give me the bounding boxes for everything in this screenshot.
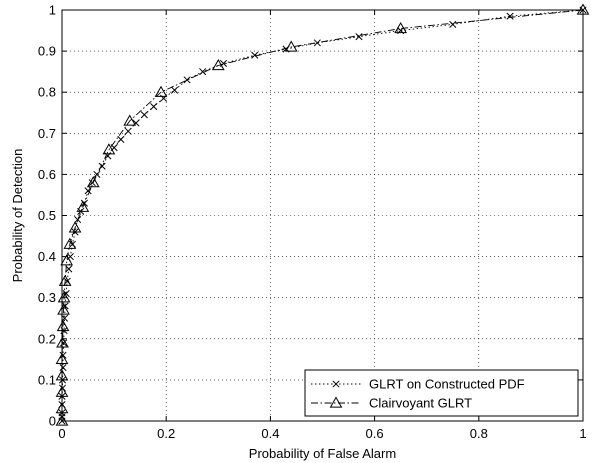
marker-stroke — [355, 33, 363, 41]
legend-marker-clairvoyant — [311, 396, 361, 408]
marker-stroke — [84, 187, 92, 195]
marker-stroke — [150, 103, 158, 111]
marker-stroke — [65, 265, 73, 273]
marker-stroke — [170, 86, 179, 94]
marker-stroke — [183, 76, 191, 84]
y-tick-label: 0.6 — [38, 167, 56, 182]
legend-label-glrt: GLRT on Constructed PDF — [369, 377, 525, 392]
data-point-x — [150, 103, 158, 111]
legend-label-clairvoyant: Clairvoyant GLRT — [369, 396, 472, 411]
data-point-x — [74, 216, 82, 224]
series-clairvoyant — [55, 3, 590, 426]
x-tick-label: 0 — [58, 426, 65, 441]
data-point-triangle — [60, 254, 74, 266]
y-tick-label: 0.8 — [38, 85, 56, 100]
marker-stroke — [313, 39, 321, 47]
data-point-triangle — [58, 274, 72, 286]
series-line — [61, 9, 584, 421]
marker-stroke — [449, 20, 457, 28]
data-point-triangle — [394, 21, 408, 34]
x-tick-label: 0.6 — [366, 426, 384, 441]
data-point-x — [84, 187, 92, 195]
y-tick-label: 0.9 — [38, 44, 56, 59]
marker-stroke — [93, 170, 101, 178]
data-point-x — [117, 135, 125, 144]
data-point-triangle — [211, 58, 225, 71]
x-tick-label: 0.2 — [157, 426, 175, 441]
legend-box — [304, 369, 579, 417]
data-point-triangle — [55, 414, 69, 426]
y-tick-label: 0.2 — [38, 331, 56, 346]
data-point-x — [140, 111, 148, 119]
data-point-triangle — [284, 40, 298, 52]
marker-stroke — [117, 135, 125, 144]
legend-marker-glrt — [311, 380, 361, 388]
data-point-x — [59, 364, 67, 372]
y-tick-label: 0.1 — [38, 372, 56, 387]
data-point-x — [61, 314, 69, 322]
marker-stroke — [60, 339, 68, 347]
data-point-triangle — [55, 385, 69, 397]
data-point-x — [313, 39, 321, 47]
data-point-triangle — [55, 402, 69, 414]
data-point-triangle — [86, 176, 100, 188]
data-point-triangle — [76, 200, 90, 212]
marker-stroke — [61, 314, 69, 322]
y-tick-label: 0.3 — [38, 290, 56, 305]
data-point-x — [124, 127, 132, 135]
legend-triangle-marker — [329, 396, 343, 408]
y-tick-label: 0.4 — [38, 249, 56, 264]
data-point-x — [61, 302, 69, 310]
legend: GLRT on Constructed PDF Clairvoyant GLRT — [304, 369, 579, 417]
marker-stroke — [506, 12, 514, 20]
marker-stroke — [124, 127, 132, 135]
data-point-x — [183, 76, 191, 84]
x-axis-title: Probability of False Alarm — [249, 446, 396, 461]
data-point-x — [449, 20, 457, 28]
y-tick-label: 0 — [49, 414, 56, 429]
data-point-triangle — [154, 85, 168, 97]
y-tick-label: 1 — [49, 3, 56, 18]
data-point-triangle — [68, 221, 82, 233]
data-point-triangle — [56, 319, 70, 332]
data-point-x — [93, 170, 101, 178]
x-tick-label: 0.8 — [470, 426, 488, 441]
x-tick-label: 0.4 — [261, 426, 279, 441]
data-point-triangle — [57, 303, 70, 315]
y-tick-label: 0.5 — [38, 208, 56, 223]
data-point-triangle — [55, 369, 69, 381]
marker-stroke — [74, 216, 82, 224]
marker-stroke — [332, 380, 340, 388]
data-point-triangle — [102, 143, 116, 155]
data-point-triangle — [57, 291, 71, 303]
data-point-triangle — [55, 352, 69, 364]
data-point-triangle — [56, 336, 69, 348]
data-point-triangle — [123, 114, 137, 126]
x-tick-label: 1 — [579, 426, 586, 441]
data-point-x — [251, 51, 259, 59]
data-series — [55, 3, 590, 426]
marker-stroke — [140, 111, 148, 119]
y-tick-label: 0.7 — [38, 126, 56, 141]
data-point-x — [355, 33, 363, 41]
data-point-triangle — [576, 3, 590, 15]
data-point-x — [506, 12, 514, 20]
data-point-x — [170, 86, 179, 94]
data-point-triangle — [63, 237, 77, 249]
y-tick-labels: 0 0.1 0.2 0.3 0.4 0.5 0.6 0.7 0.8 0.9 1 — [38, 3, 56, 429]
legend-x-marker — [332, 380, 340, 388]
marker-stroke — [251, 51, 259, 59]
marker-stroke — [59, 364, 67, 372]
y-axis-title: Probability of Detection — [10, 149, 25, 283]
x-tick-labels: 0 0.2 0.4 0.6 0.8 1 — [58, 426, 586, 441]
data-point-x — [60, 339, 68, 347]
marker-stroke — [61, 302, 69, 310]
